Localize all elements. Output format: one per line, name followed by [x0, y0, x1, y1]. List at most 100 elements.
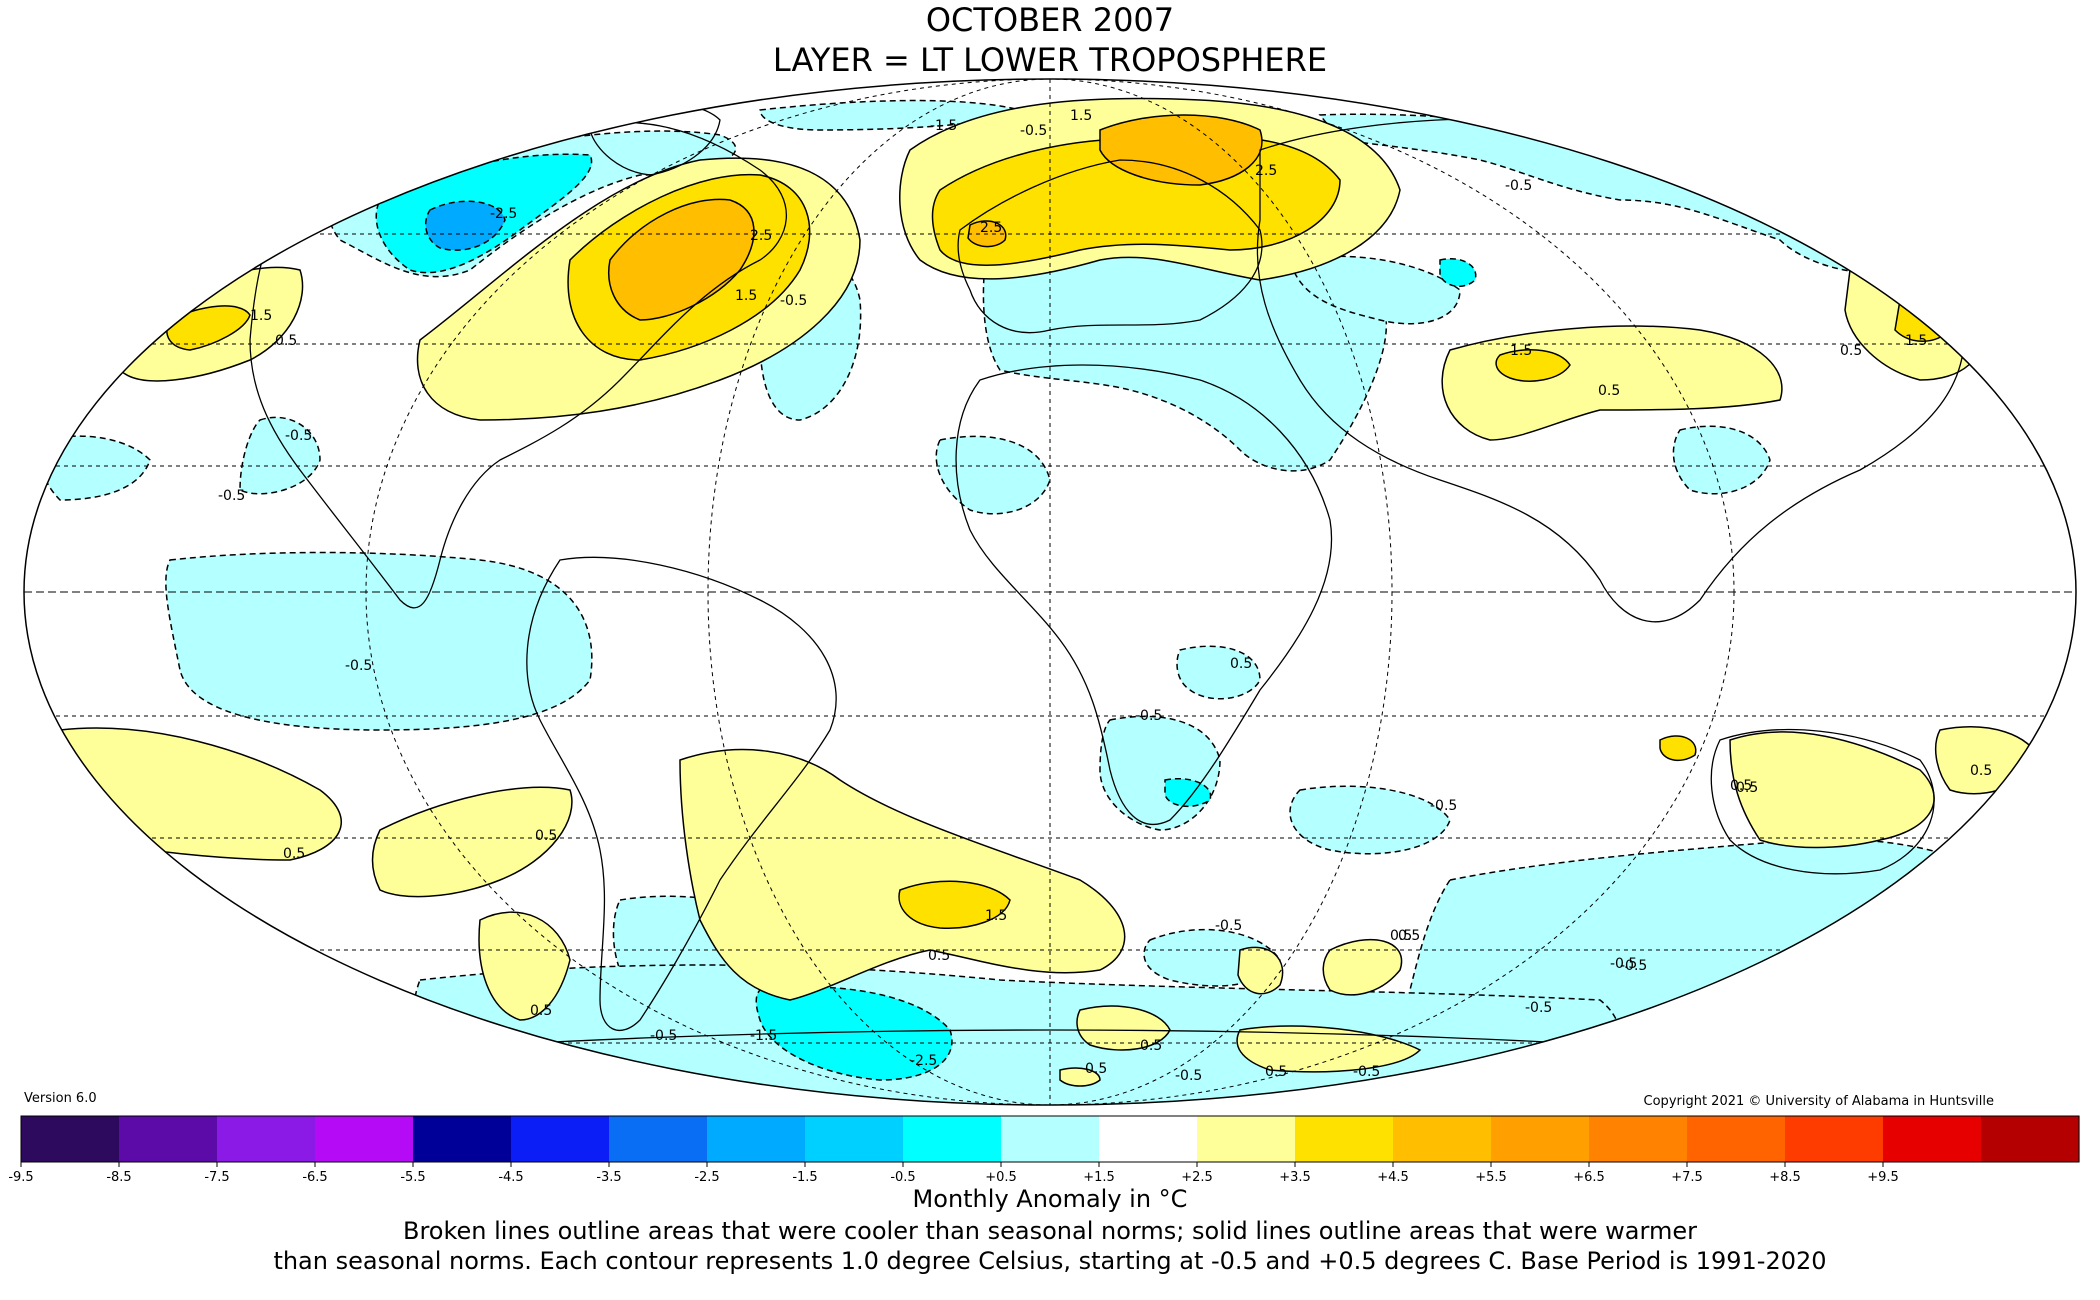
colorbar-tick-label: -2.5 [694, 1170, 719, 1185]
contour-label: -0.5 [1175, 1068, 1202, 1084]
color-swatch [1785, 1116, 1884, 1162]
colorbar-tick-label: +3.5 [1279, 1170, 1311, 1185]
color-swatch [1491, 1116, 1590, 1162]
color-swatch [413, 1116, 512, 1162]
colorbar-frame [20, 1115, 2080, 1163]
contour-label: 2.5 [980, 220, 1002, 236]
contour-label: 0.5 [1736, 780, 1758, 796]
contour-label: 0.5 [1230, 656, 1252, 672]
contour-label: 0.5 [1390, 928, 1412, 944]
contour-label: 0.5 [1398, 928, 1420, 944]
color-swatch [805, 1116, 904, 1162]
color-swatch [1099, 1116, 1198, 1162]
contour-label: 1.5 [735, 288, 757, 304]
color-scale-bar: -9.5 -8.5 -7.5 -6.5 -5.5 -4.5 -3.5 -2.5 -1.5 -0.5… [8, 1115, 2080, 1185]
color-swatch [1883, 1116, 1982, 1162]
contour-label: -0.5 [1020, 123, 1047, 139]
colorbar-tick-label: -7.5 [204, 1170, 229, 1185]
contour-label: -0.5 [1135, 708, 1162, 724]
contour-label: 0.5 [1970, 763, 1992, 779]
color-swatch [903, 1116, 1002, 1162]
copyright-label: Copyright 2021 © University of Alabama i… [1643, 1094, 1994, 1109]
contour-label: -0.5 [1505, 178, 1532, 194]
contour-label: 0.5 [1840, 343, 1862, 359]
south-america-outline [526, 556, 837, 1032]
color-swatch [1001, 1116, 1100, 1162]
contour-label: 2.5 [1255, 163, 1277, 179]
contour-label: -0.5 [1215, 918, 1242, 934]
contour-label: 1.5 [1510, 343, 1532, 359]
globe-border [23, 78, 2077, 1106]
map-title: OCTOBER 2007 [925, 1, 1175, 39]
colorbar-tick-label: -6.5 [302, 1170, 327, 1185]
contour-label: 0.5 [275, 333, 297, 349]
colorbar-tick-label: +9.5 [1867, 1170, 1899, 1185]
colorbar-tick-label: -4.5 [498, 1170, 523, 1185]
contour-label: -0.5 [1430, 798, 1457, 814]
version-label: Version 6.0 [24, 1091, 97, 1106]
contour-label: 1.5 [1070, 108, 1092, 124]
color-swatches [21, 1116, 2080, 1162]
contour-label: -0.5 [218, 488, 245, 504]
units-label: Monthly Anomaly in °C [912, 1185, 1188, 1213]
colorbar-tick-label: -0.5 [890, 1170, 915, 1185]
colorbar-tick-label: +5.5 [1475, 1170, 1507, 1185]
north-america-outline [249, 121, 787, 609]
contour-label: -2.5 [490, 206, 517, 222]
color-swatch [1589, 1116, 1688, 1162]
contour-label: -0.5 [1525, 1000, 1552, 1016]
colorbar-tick-label: +6.5 [1573, 1170, 1605, 1185]
contour-label: -0.5 [1620, 958, 1647, 974]
contour-label: -0.5 [1353, 1064, 1380, 1080]
contour-label: 1.5 [250, 308, 272, 324]
contour-label: -0.5 [285, 428, 312, 444]
contour-label: 0.5 [928, 948, 950, 964]
contour-label: 1.5 [1905, 333, 1927, 349]
color-swatch [707, 1116, 806, 1162]
color-swatch [511, 1116, 610, 1162]
contour-label: 0.5 [1265, 1064, 1287, 1080]
colorbar-tick-labels: -9.5 -8.5 -7.5 -6.5 -5.5 -4.5 -3.5 -2.5 -1.5 -0.5… [8, 1162, 1899, 1185]
very-cold-anomaly-region [424, 200, 506, 251]
color-swatch [1687, 1116, 1786, 1162]
color-swatch [1981, 1116, 2080, 1162]
colorbar-tick-label: +2.5 [1181, 1170, 1213, 1185]
color-swatch [1197, 1116, 1296, 1162]
colorbar-tick-label: +8.5 [1769, 1170, 1801, 1185]
contour-label: 0.5 [1730, 778, 1752, 794]
color-swatch [1295, 1116, 1394, 1162]
contour-label: -1.5 [750, 1028, 777, 1044]
contour-label: 0.5 [283, 846, 305, 862]
contour-labels: -1.5 -0.5 -2.5 -0.5 2.5 1.5 2.5 2.5 1.5 … [218, 108, 1992, 1084]
contour-label: -0.5 [650, 1028, 677, 1044]
legend-note-line2: than seasonal norms. Each contour repres… [273, 1247, 1827, 1275]
europe-outline [957, 159, 1263, 334]
colorbar-tick-label: -9.5 [8, 1170, 33, 1185]
colorbar-tick-label: +1.5 [1083, 1170, 1115, 1185]
colorbar-tick-label: -5.5 [400, 1170, 425, 1185]
australia-outline [1710, 728, 1935, 875]
color-swatch [119, 1116, 218, 1162]
colorbar-tick-label: -8.5 [106, 1170, 131, 1185]
color-swatch [1393, 1116, 1492, 1162]
colorbar-tick-label: +7.5 [1671, 1170, 1703, 1185]
contour-label: 0.5 [1140, 1038, 1162, 1054]
africa-outline [955, 364, 1333, 826]
colorbar-tick-label: +0.5 [985, 1170, 1017, 1185]
color-swatch [21, 1116, 120, 1162]
contour-label: 0.5 [1598, 383, 1620, 399]
colorbar-tick-label: +4.5 [1377, 1170, 1409, 1185]
layer-subtitle: LAYER = LT LOWER TROPOSPHERE [772, 41, 1328, 79]
contour-label: 0.5 [530, 1003, 552, 1019]
colorbar-tick-label: -1.5 [792, 1170, 817, 1185]
contour-label: 0.5 [1085, 1061, 1107, 1077]
contour-label: 1.5 [985, 908, 1007, 924]
contour-label: 2.5 [750, 228, 772, 244]
contour-label: -0.5 [1610, 956, 1637, 972]
color-swatch [315, 1116, 414, 1162]
color-swatch [217, 1116, 316, 1162]
color-swatch [609, 1116, 708, 1162]
legend-note-line1: Broken lines outline areas that were coo… [403, 1217, 1697, 1245]
contour-label: -1.5 [930, 118, 957, 134]
contour-label: -0.5 [345, 658, 372, 674]
